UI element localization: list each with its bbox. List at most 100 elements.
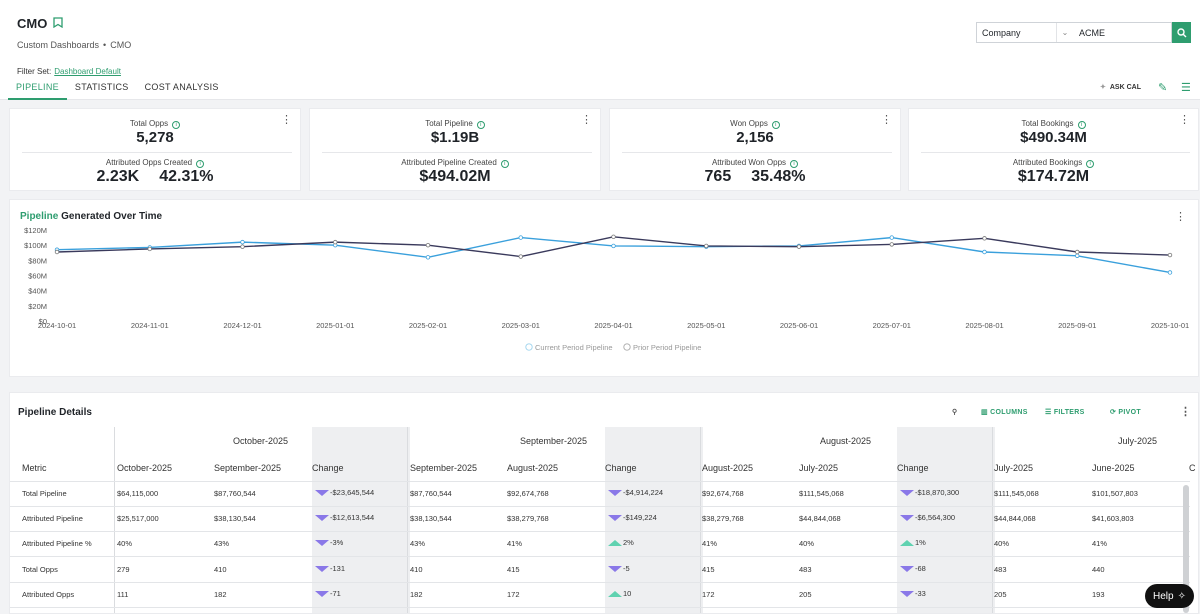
more-vert-icon[interactable]: ⋮ [1179,114,1190,126]
table-cell: 41% [507,539,523,548]
data-point[interactable] [147,246,152,252]
change-cell: -71 [315,589,341,598]
search-button[interactable] [1172,22,1191,43]
column-header[interactable]: July-2025 [994,463,1034,473]
table-cell: 279 [117,565,130,574]
kpi-sub-value: 765 [704,168,732,185]
more-vert-icon[interactable]: ⋮ [281,114,292,126]
info-icon[interactable]: i [771,121,780,129]
info-icon[interactable]: i [476,121,485,129]
table-cell: 41% [1092,539,1108,548]
vertical-scrollbar[interactable] [1183,485,1189,613]
data-point[interactable] [1075,249,1080,255]
tune-icon[interactable]: ☰ [1181,82,1191,94]
metric-header[interactable]: Metric [22,463,47,473]
trend-up-icon [608,540,622,547]
info-icon[interactable]: i [1086,160,1095,168]
filter-icon: ☰ [1045,409,1052,416]
kpi-card-won-opps: ⋮ Won Opps i 2,156 Attributed Won Opps i 7… [609,108,901,191]
column-header[interactable]: Change [312,463,344,473]
more-vert-icon[interactable]: ⋮ [1175,211,1186,223]
data-point[interactable] [889,242,894,247]
column-divider [992,427,993,613]
chevron-down-icon[interactable]: ⌄ [1061,28,1069,37]
column-header[interactable]: September-2025 [410,463,478,473]
kpi-label: Total Pipeline [425,119,473,128]
x-tick-label: 2025-08-01 [965,321,1003,330]
data-point[interactable] [240,239,245,245]
ask-cal-button[interactable]: ✦ ASK CAL [1100,83,1141,92]
data-point[interactable] [518,254,523,259]
column-header[interactable]: October-2025 [117,463,173,473]
data-point[interactable] [704,243,709,249]
y-tick-label: $40M [28,287,47,296]
company-select[interactable]: Company [977,23,1057,42]
column-header[interactable]: September-2025 [214,463,282,473]
tab-pipeline[interactable]: PIPELINE [8,78,67,100]
pivot-button[interactable]: ⟳ PIVOT [1110,408,1141,416]
table-cell: $25,517,000 [117,514,159,523]
more-vert-icon[interactable]: ⋮ [581,114,592,126]
x-tick-label: 2025-03-01 [502,321,540,330]
data-point[interactable] [240,244,245,249]
info-icon[interactable]: i [1077,121,1086,129]
column-header[interactable]: Change [605,463,637,473]
data-point[interactable] [796,244,802,249]
legend-marker[interactable] [623,343,631,351]
kpi-sub-label: Attributed Won Opps [711,158,787,167]
data-point[interactable] [982,236,987,241]
data-point[interactable] [518,235,523,240]
breadcrumb-item[interactable]: Custom Dashboards [17,40,100,50]
data-point[interactable] [333,239,338,245]
edit-icon[interactable]: ✎ [1158,82,1168,94]
y-tick-label: $60M [28,272,47,281]
chart-title: Pipeline Generated Over Time [20,211,162,222]
sparkle-icon: ✦ [1100,84,1106,91]
table-cell: $41,603,803 [1092,514,1134,523]
more-vert-icon[interactable]: ⋮ [881,114,892,126]
legend-label[interactable]: Current Period Pipeline [535,343,613,352]
change-value: -131 [330,564,346,573]
search-icon[interactable]: ⚲ [952,409,958,416]
legend-marker[interactable] [525,343,533,351]
row-divider [10,506,1190,507]
legend-label[interactable]: Prior Period Pipeline [633,343,701,352]
tab-cost-analysis[interactable]: COST ANALYSIS [144,82,219,92]
data-point[interactable] [1075,253,1080,258]
column-header[interactable]: July-2025 [799,463,839,473]
help-button[interactable]: Help ✧ [1145,584,1194,608]
data-point[interactable] [54,249,60,255]
company-filter[interactable]: Company ⌄ ACME [976,22,1172,43]
filter-set-link[interactable]: Dashboard Default [54,67,121,76]
divider [921,152,1190,153]
table-cell: 40% [994,539,1010,548]
tab-statistics[interactable]: STATISTICS [74,82,129,92]
kpi-card-total-opps: ⋮ Total Opps i 5,278 Attributed Opps Crea… [9,108,301,191]
column-header[interactable]: August-2025 [702,463,754,473]
info-icon[interactable]: i [196,160,205,168]
table-cell: $38,279,768 [507,514,549,523]
more-vert-icon[interactable]: ⋮ [1180,406,1192,418]
info-icon[interactable]: i [790,160,799,168]
column-header[interactable]: Change [897,463,929,473]
data-point[interactable] [425,242,431,248]
info-icon[interactable]: i [172,121,181,129]
data-point[interactable] [889,235,894,240]
data-point[interactable] [425,255,431,260]
column-header[interactable]: June-2025 [1092,463,1135,473]
kpi-label: Total Opps [129,119,169,128]
company-value[interactable]: ACME [1079,27,1106,38]
data-point[interactable] [611,243,616,249]
info-icon[interactable]: i [500,160,509,168]
columns-button[interactable]: ▥ COLUMNS [981,408,1028,416]
filters-button[interactable]: ☰ FILTERS [1045,408,1085,416]
dashboard-header: CMO Custom Dashboards • CMO Filter Set: D… [0,0,1200,100]
column-header[interactable]: August-2025 [507,463,559,473]
chart-title-highlight: Pipeline [20,211,59,222]
data-point[interactable] [1167,270,1173,275]
data-point[interactable] [982,249,987,255]
data-point[interactable] [1167,252,1173,258]
filters-label: FILTERS [1053,409,1085,416]
bookmark-icon[interactable] [53,16,63,31]
data-point[interactable] [611,234,616,240]
